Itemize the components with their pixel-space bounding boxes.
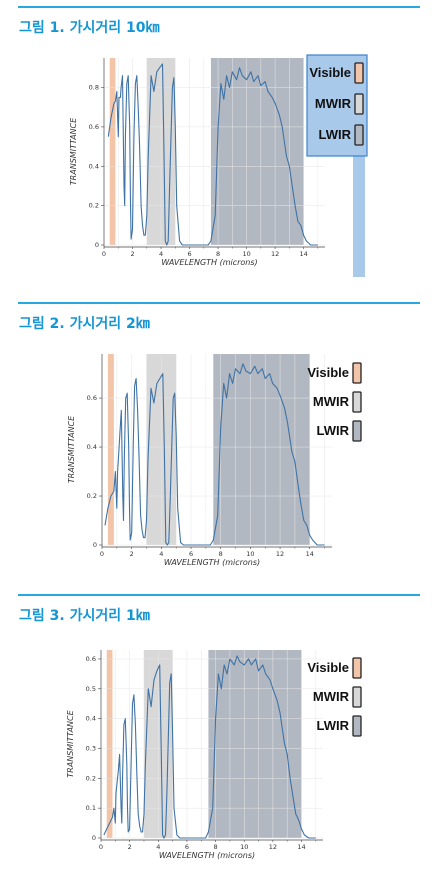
x-tick-label: 12	[276, 550, 284, 558]
x-tick-label: 0	[100, 550, 104, 558]
y-tick-label: 0.2	[89, 202, 99, 210]
x-axis-label: WAVELENGTH (microns)	[164, 558, 260, 567]
y-tick-label: 0.6	[86, 655, 96, 663]
series-line	[103, 655, 316, 839]
x-tick-label: 8	[214, 843, 218, 851]
legend-label-visible: Visible	[307, 660, 349, 675]
band-lwir	[208, 650, 302, 838]
band-visible	[107, 354, 114, 545]
legend-label-visible: Visible	[309, 65, 351, 80]
x-tick-label: 10	[242, 250, 250, 258]
series-line	[107, 63, 318, 246]
x-tick-label: 2	[128, 843, 132, 851]
figure-title: 그림 2. 가시거리 2㎞	[19, 316, 150, 332]
figure-2: 그림 2. 가시거리 2㎞ 0 2 4 6 8 10 12 14 0 0.2 0.4 0.6 WAVEL…	[0, 302, 437, 592]
legend-label-lwir: LWIR	[319, 127, 352, 142]
y-tick-label: 0.4	[89, 162, 99, 170]
y-tick-label: 0.1	[86, 804, 96, 812]
section-divider	[18, 6, 420, 8]
legend-swatch-visible	[352, 362, 362, 384]
x-tick-label: 14	[306, 550, 314, 558]
y-tick-label: 0.8	[89, 84, 99, 92]
x-axis-label: WAVELENGTH (microns)	[159, 851, 255, 860]
x-tick-label: 2	[130, 550, 134, 558]
y-axis-label: TRANSMITTANCE	[69, 117, 78, 185]
legend-label-lwir: LWIR	[317, 423, 350, 438]
y-axis-label: TRANSMITTANCE	[66, 709, 75, 777]
x-tick-label: 4	[159, 250, 163, 258]
y-axis-label: TRANSMITTANCE	[67, 415, 76, 483]
transmittance-chart: 0 2 4 6 8 10 12 14 0 0.2 0.4 0.6 0.8 WAVELENGTH (micr…	[69, 54, 368, 277]
y-tick-label: 0.4	[86, 715, 96, 723]
y-tick-label: 0.5	[86, 685, 96, 693]
band-visible	[109, 58, 116, 245]
y-tick-label: 0.2	[86, 774, 96, 782]
transmittance-chart: 0 2 4 6 8 10 12 14 0 0.2 0.4 0.6 WAVELENGTH (microns…	[67, 354, 362, 567]
x-tick-label: 6	[189, 550, 193, 558]
y-tick-label: 0.6	[87, 394, 97, 402]
band-lwir	[213, 354, 310, 545]
x-tick-label: 12	[271, 250, 279, 258]
y-tick-label: 0	[92, 834, 96, 842]
legend-swatch-visible	[352, 657, 362, 679]
y-tick-label: 0.6	[89, 123, 99, 131]
x-tick-label: 14	[299, 250, 307, 258]
band-lwir	[210, 58, 304, 245]
section-divider	[18, 594, 420, 596]
legend-swatch-mwir	[354, 93, 364, 115]
legend-swatch-lwir	[354, 124, 364, 146]
transmittance-chart: 0 2 4 6 8 10 12 14 0 0.1 0.2 0.3 0.4 0.5 0.6 WAVELENGTH…	[66, 650, 362, 860]
section-divider	[18, 302, 420, 304]
x-tick-label: 2	[130, 250, 134, 258]
legend-label-mwir: MWIR	[313, 394, 350, 409]
x-tick-label: 8	[216, 250, 220, 258]
figure-3: 그림 3. 가시거리 1㎞ 0 2 4 6 8 10 12 14 0 0.1 0.2 0.3 0.4 0.…	[0, 594, 437, 872]
legend-swatch-mwir	[352, 391, 362, 413]
x-tick-label: 12	[269, 843, 277, 851]
y-tick-label: 0.2	[87, 492, 97, 500]
y-tick-label: 0.3	[86, 744, 96, 752]
legend-label-visible: Visible	[307, 365, 349, 380]
figure-title: 그림 3. 가시거리 1㎞	[19, 608, 150, 624]
legend-swatch-mwir	[352, 686, 362, 708]
x-tick-label: 6	[185, 843, 189, 851]
legend-swatch-lwir	[352, 420, 362, 442]
legend-label-mwir: MWIR	[315, 96, 352, 111]
x-tick-label: 4	[156, 843, 160, 851]
x-tick-label: 10	[240, 843, 248, 851]
figure-1: 그림 1. 가시거리 10㎞ 0 2 4 6 8 10 12 14 0 0.2 0.4 0.6 0.8 W…	[0, 6, 437, 296]
x-tick-label: 6	[187, 250, 191, 258]
x-axis-label: WAVELENGTH (microns)	[161, 258, 257, 267]
y-tick-label: 0	[93, 541, 97, 549]
band-visible	[106, 650, 113, 838]
figure-title: 그림 1. 가시거리 10㎞	[19, 20, 160, 36]
y-tick-label: 0.4	[87, 443, 97, 451]
x-tick-label: 0	[99, 843, 103, 851]
legend-label-lwir: LWIR	[317, 718, 350, 733]
legend-swatch-visible	[354, 62, 364, 84]
x-tick-label: 14	[297, 843, 305, 851]
x-tick-label: 0	[102, 250, 106, 258]
series-line	[104, 363, 325, 546]
x-tick-label: 8	[219, 550, 223, 558]
y-tick-label: 0	[95, 241, 99, 249]
legend-swatch-lwir	[352, 715, 362, 737]
x-tick-label: 4	[159, 550, 163, 558]
legend-label-mwir: MWIR	[313, 689, 350, 704]
x-tick-label: 10	[246, 550, 254, 558]
